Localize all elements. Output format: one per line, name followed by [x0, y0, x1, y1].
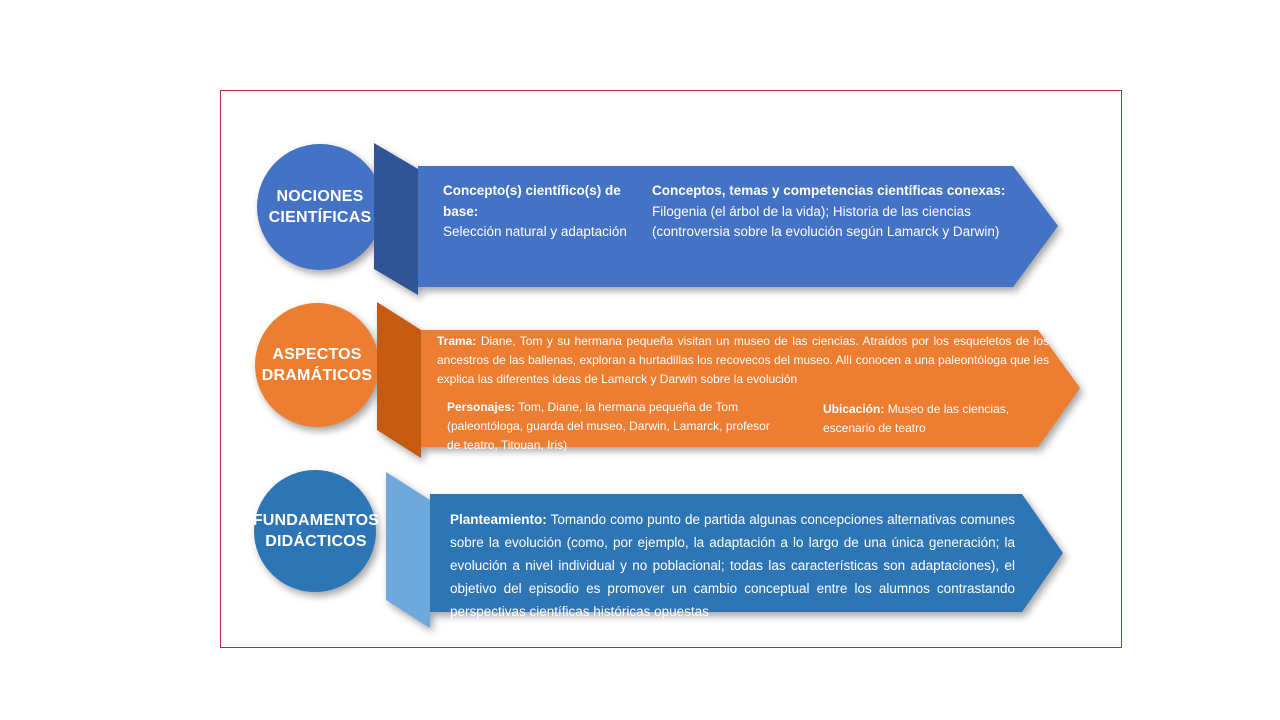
aspectos-personajes-label: Personajes: — [447, 400, 516, 414]
nociones-col-conexas-text: Filogenia (el árbol de la vida); Histori… — [652, 203, 1000, 240]
aspectos-banner-shape — [255, 302, 1080, 458]
nociones-arrow-body — [418, 166, 1058, 287]
fundamentos-circle — [254, 470, 376, 592]
fundamentos-planteamiento-label: Planteamiento: — [450, 512, 547, 527]
nociones-col-conexas: Conceptos, temas y competencias científi… — [652, 181, 1032, 243]
nociones-banner-shape — [257, 143, 1058, 295]
aspectos-trama-text: Diane, Tom y su hermana pequeña visitan … — [437, 334, 1049, 386]
nociones-col-base: Concepto(s) científico(s) de base: Selec… — [443, 181, 638, 243]
aspectos-personajes-text: Tom, Diane, la hermana pequeña de Tom (p… — [447, 400, 770, 452]
nociones-col-base-heading: Concepto(s) científico(s) de base: — [443, 183, 621, 219]
fundamentos-banner-shape — [254, 470, 1063, 628]
aspectos-arrow-body — [421, 330, 1080, 447]
nociones-fold — [374, 143, 418, 295]
nociones-circle — [257, 144, 383, 270]
aspectos-title: ASPECTOS DRAMÁTICOS — [261, 346, 373, 384]
nociones-col-base-text: Selección natural y adaptación — [443, 224, 627, 239]
nociones-col-conexas-heading: Conceptos, temas y competencias científi… — [652, 183, 1006, 198]
fundamentos-arrow-body — [430, 494, 1063, 612]
aspectos-trama: Trama: Diane, Tom y su hermana pequeña v… — [437, 332, 1049, 389]
content-border — [220, 90, 1122, 648]
nociones-title: NOCIONES CIENTÍFICAS — [268, 188, 372, 226]
aspectos-fold — [377, 302, 421, 458]
aspectos-circle — [255, 303, 379, 427]
aspectos-ubicacion-text: Museo de las ciencias, escenario de teat… — [823, 402, 1010, 435]
fundamentos-planteamiento-text: Tomando como punto de partida algunas co… — [450, 512, 1015, 619]
fundamentos-fold — [386, 472, 430, 628]
aspectos-personajes: Personajes: Tom, Diane, la hermana peque… — [447, 398, 779, 455]
aspectos-ubicacion: Ubicación: Museo de las ciencias, escena… — [823, 400, 1048, 438]
fundamentos-planteamiento: Planteamiento: Tomando como punto de par… — [450, 508, 1015, 623]
aspectos-ubicacion-label: Ubicación: — [823, 402, 885, 416]
fundamentos-title: FUNDAMENTOS DIDÁCTICOS — [252, 512, 380, 550]
aspectos-trama-label: Trama: — [437, 334, 477, 348]
